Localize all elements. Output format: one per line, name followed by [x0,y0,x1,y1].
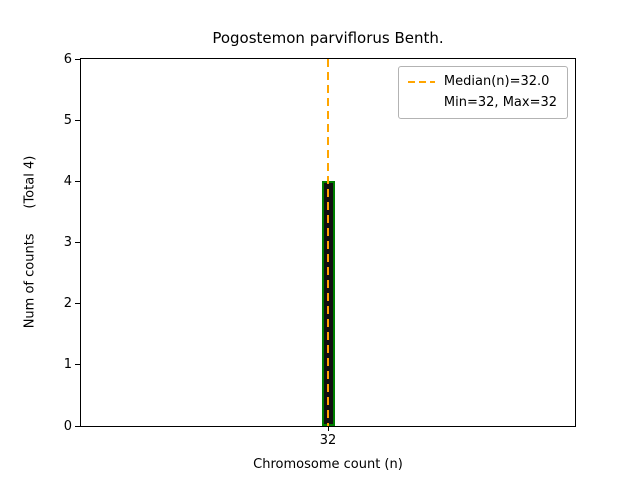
y-axis-tick [75,180,80,182]
y-axis-tick [75,364,80,366]
legend-swatch-empty [408,102,435,104]
y-axis-tick [75,303,80,305]
median-line [327,59,329,426]
y-tick-label: 5 [63,112,72,128]
y-tick-label: 6 [63,51,72,67]
y-tick-label: 4 [63,173,72,189]
legend-label-median: Median(n)=32.0 [443,74,550,89]
legend-entry-median: Median(n)=32.0 [407,74,557,90]
y-axis-label: Num of counts (Total 4) [22,155,38,329]
x-axis-label: Chromosome count (n) [253,457,403,472]
y-axis-tick [75,242,80,243]
y-tick-label: 1 [63,357,72,373]
legend-label-minmax: Min=32, Max=32 [443,95,557,110]
legend: Median(n)=32.0 Min=32, Max=32 [397,66,568,119]
chart-title: Pogostemon parviflorus Benth. [212,29,444,47]
x-tick-label: 32 [319,433,337,448]
y-axis-tick [75,58,80,60]
median-dashed-line-swatch [407,81,435,83]
y-tick-label: 2 [63,296,72,312]
x-axis-tick [327,426,329,431]
plot-area: 32 Median(n)=32.0 Min=32, Max=32 0 1 2 3 4 5 6 [64,52,576,448]
y-tick-label: 0 [63,418,72,434]
y-tick-label: 3 [63,235,72,250]
y-axis-tick [75,425,80,427]
legend-entry-minmax: Min=32, Max=32 [408,95,557,111]
y-axis-tick [75,119,80,121]
